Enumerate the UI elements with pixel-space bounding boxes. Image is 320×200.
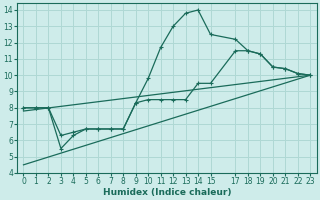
X-axis label: Humidex (Indice chaleur): Humidex (Indice chaleur) <box>103 188 231 197</box>
